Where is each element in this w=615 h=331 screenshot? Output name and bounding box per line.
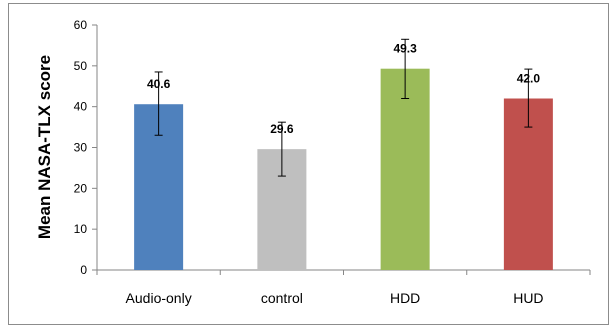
y-tick-label: 40 [74, 100, 88, 114]
category-label: control [261, 290, 303, 306]
data-label: 29.6 [270, 122, 294, 136]
category-label: HDD [390, 290, 420, 306]
category-labels: Audio-only control HDD HUD [126, 290, 544, 306]
error-bars [154, 38, 533, 177]
y-tick-label: 0 [80, 263, 87, 277]
y-axis-label: Mean NASA-TLX score [35, 55, 54, 239]
bar [380, 68, 430, 270]
category-label: Audio-only [126, 290, 192, 306]
y-ticks: 0 10 20 30 40 50 60 [74, 18, 97, 277]
category-label: HUD [513, 290, 543, 306]
y-tick-label: 20 [74, 181, 88, 195]
y-tick-label: 50 [74, 59, 88, 73]
data-labels: 40.6 29.6 49.3 42.0 [147, 42, 540, 136]
bars [134, 68, 553, 270]
y-tick-label: 30 [74, 141, 88, 155]
y-tick-label: 10 [74, 222, 88, 236]
data-label: 42.0 [517, 72, 541, 86]
data-label: 49.3 [393, 42, 417, 56]
y-tick-label: 60 [74, 18, 88, 32]
data-label: 40.6 [147, 77, 171, 91]
